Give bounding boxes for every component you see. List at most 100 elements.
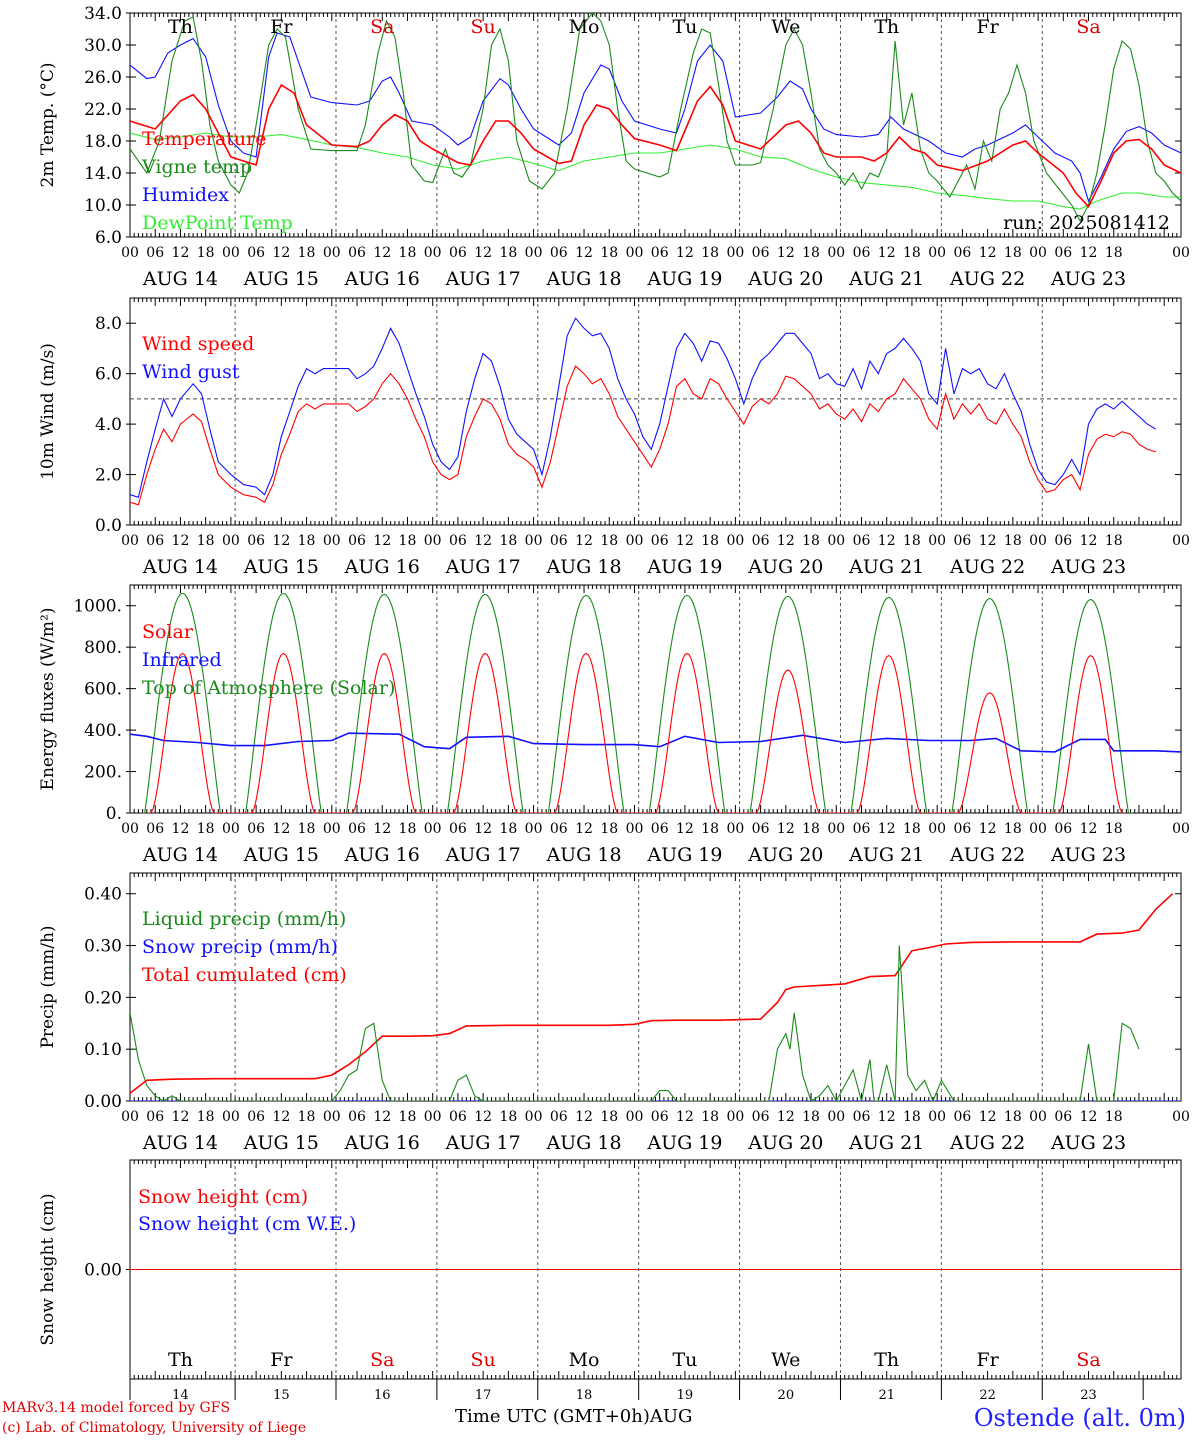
hour-tick-label: 18 (499, 821, 517, 837)
y-tick-label: 6.0 (95, 228, 122, 248)
weekday-label: Fr (976, 1349, 999, 1371)
date-label: AUG 22 (949, 268, 1025, 290)
hour-tick-label: 18 (1004, 533, 1022, 549)
hour-tick-label: 00 (726, 1109, 744, 1125)
hour-tick-label: 18 (802, 821, 820, 837)
series-line (130, 13, 1181, 223)
legend-entry: Infrared (142, 649, 222, 671)
legend-entry: Total cumulated (cm) (142, 964, 347, 986)
hour-tick-label: 18 (399, 245, 417, 261)
hour-tick-label: 06 (449, 533, 467, 549)
hour-tick-label: 12 (172, 245, 190, 261)
hour-tick-label: 12 (172, 1109, 190, 1125)
hour-tick-label: 06 (550, 533, 568, 549)
month-label: AUG (649, 1406, 693, 1427)
hour-tick-label: 06 (247, 533, 265, 549)
hour-tick-label: 06 (550, 1109, 568, 1125)
hour-tick-label: 12 (979, 245, 997, 261)
y-tick-label: 400. (84, 721, 122, 741)
y-tick-label: 14.0 (84, 164, 122, 184)
hour-tick-label: 00 (121, 1109, 139, 1125)
date-label: AUG 17 (445, 844, 521, 866)
hour-tick-label: 18 (298, 1109, 316, 1125)
hour-tick-label: 06 (449, 245, 467, 261)
date-label: AUG 18 (545, 268, 621, 290)
hour-tick-label: 12 (1080, 821, 1098, 837)
hour-tick-label: 12 (172, 821, 190, 837)
hour-tick-label: 18 (701, 245, 719, 261)
day-number-label: 17 (475, 1388, 492, 1403)
weekday-label: Th (168, 1349, 193, 1371)
date-label: AUG 20 (747, 1132, 823, 1154)
station-title: Ostende (alt. 0m) (973, 1404, 1186, 1432)
model-credit-line: MARv3.14 model forced by GFS (2, 1400, 231, 1416)
hour-tick-label: 06 (247, 1109, 265, 1125)
hour-tick-label: 00 (1029, 533, 1047, 549)
hour-tick-label: 12 (979, 821, 997, 837)
date-label: AUG 23 (1050, 268, 1126, 290)
y-tick-label: 10.0 (84, 196, 122, 216)
hour-tick-label: 12 (474, 245, 492, 261)
hour-tick-label: 06 (651, 533, 669, 549)
y-tick-label: 34.0 (84, 4, 122, 24)
hour-tick-label: 18 (600, 821, 618, 837)
hour-tick-label: 00 (1172, 245, 1190, 261)
hour-tick-label: 00 (222, 245, 240, 261)
day-number-label: 23 (1080, 1388, 1097, 1403)
legend-entry: Wind gust (142, 361, 240, 383)
hour-tick-label: 06 (348, 245, 366, 261)
date-label: AUG 19 (646, 556, 722, 578)
hour-tick-label: 00 (525, 1109, 543, 1125)
hour-tick-label: 12 (1080, 1109, 1098, 1125)
date-label: AUG 18 (545, 1132, 621, 1154)
hour-tick-label: 00 (323, 533, 341, 549)
hour-tick-label: 00 (827, 1109, 845, 1125)
hour-tick-label: 06 (752, 821, 770, 837)
date-label: AUG 17 (445, 556, 521, 578)
y-axis-title: Precip (mm/h) (38, 925, 58, 1048)
date-label: AUG 14 (142, 268, 218, 290)
y-tick-label: 8.0 (95, 314, 122, 334)
y-axis-title: Snow height (cm) (38, 1193, 58, 1345)
weekday-label: Mo (569, 16, 600, 38)
hour-tick-label: 06 (146, 245, 164, 261)
hour-tick-label: 06 (752, 1109, 770, 1125)
hour-tick-label: 00 (827, 821, 845, 837)
hour-tick-label: 12 (878, 245, 896, 261)
hour-tick-label: 00 (525, 245, 543, 261)
hour-tick-label: 00 (1029, 245, 1047, 261)
hour-tick-label: 12 (979, 1109, 997, 1125)
y-axis-title: 2m Temp. (°C) (38, 62, 58, 187)
y-tick-label: 26.0 (84, 68, 122, 88)
hour-tick-label: 06 (247, 245, 265, 261)
hour-tick-label: 00 (928, 245, 946, 261)
day-number-label: 22 (979, 1388, 996, 1403)
series-line (130, 365, 1156, 506)
day-number-label: 18 (576, 1388, 593, 1403)
hour-tick-label: 18 (600, 245, 618, 261)
hour-tick-label: 18 (399, 533, 417, 549)
hour-tick-label: 00 (626, 1109, 644, 1125)
hour-tick-label: 18 (903, 245, 921, 261)
lab-credit-line: (c) Lab. of Climatology, University of L… (2, 1420, 307, 1436)
weekday-label: Th (874, 1349, 899, 1371)
date-label: AUG 16 (344, 844, 420, 866)
date-label: AUG 14 (142, 844, 218, 866)
date-label: AUG 21 (848, 556, 924, 578)
weekday-label: Sa (1076, 16, 1100, 38)
weekday-label: We (771, 1349, 800, 1371)
hour-tick-label: 00 (1029, 821, 1047, 837)
date-label: AUG 15 (243, 556, 319, 578)
hour-tick-label: 00 (525, 533, 543, 549)
hour-tick-label: 06 (953, 245, 971, 261)
legend-entry: Wind speed (142, 333, 254, 355)
series-line (130, 945, 1140, 1101)
series-line (140, 592, 1133, 813)
hour-tick-label: 12 (272, 533, 290, 549)
hour-tick-label: 12 (474, 821, 492, 837)
y-tick-label: 1000. (73, 597, 122, 617)
hour-tick-label: 06 (1054, 533, 1072, 549)
weekday-label: Th (874, 16, 899, 38)
hour-tick-label: 00 (121, 245, 139, 261)
hour-tick-label: 12 (878, 821, 896, 837)
